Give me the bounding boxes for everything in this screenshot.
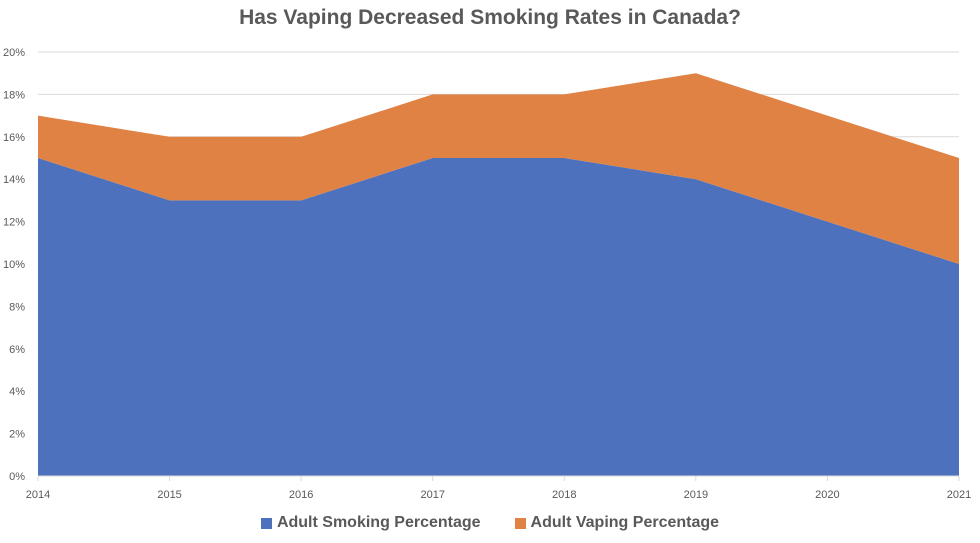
x-tick-label: 2014 xyxy=(26,489,50,501)
y-tick-label: 0% xyxy=(9,471,25,483)
legend: Adult Smoking Percentage Adult Vaping Pe… xyxy=(0,514,980,532)
y-tick-label: 18% xyxy=(3,89,25,101)
y-tick-label: 4% xyxy=(9,386,25,398)
x-tick-label: 2015 xyxy=(157,489,181,501)
vaping-swatch-icon xyxy=(514,517,526,529)
y-tick-label: 2% xyxy=(9,429,25,441)
area-series-0 xyxy=(38,158,959,476)
y-tick-label: 20% xyxy=(3,47,25,59)
legend-label-smoking: Adult Smoking Percentage xyxy=(276,514,481,531)
y-tick-label: 16% xyxy=(3,132,25,144)
x-axis-labels: 2014 2015 2016 2017 2018 2019 2020 2021 xyxy=(26,489,971,501)
chart-title: Has Vaping Decreased Smoking Rates in Ca… xyxy=(239,6,741,29)
y-tick-label: 8% xyxy=(9,301,25,313)
area-series-1 xyxy=(38,73,959,264)
y-tick-label: 12% xyxy=(3,217,25,229)
y-tick-label: 6% xyxy=(9,344,25,356)
x-tick-label: 2016 xyxy=(289,489,313,501)
x-tick-label: 2017 xyxy=(420,489,444,501)
x-tick-label: 2019 xyxy=(684,489,708,501)
x-tick-label: 2018 xyxy=(552,489,576,501)
legend-item-smoking: Adult Smoking Percentage xyxy=(260,514,481,532)
x-tick-label: 2020 xyxy=(815,489,839,501)
chart-areas xyxy=(38,73,959,476)
smoking-swatch-icon xyxy=(260,517,272,529)
y-tick-label: 14% xyxy=(3,174,25,186)
y-tick-label: 10% xyxy=(3,259,25,271)
y-axis-labels: 0% 2% 4% 6% 8% 10% 12% 14% 16% 18% 20% xyxy=(3,47,25,483)
legend-item-vaping: Adult Vaping Percentage xyxy=(514,514,720,532)
x-axis xyxy=(37,475,960,481)
x-tick-label: 2021 xyxy=(947,489,971,501)
legend-label-vaping: Adult Vaping Percentage xyxy=(530,514,720,531)
